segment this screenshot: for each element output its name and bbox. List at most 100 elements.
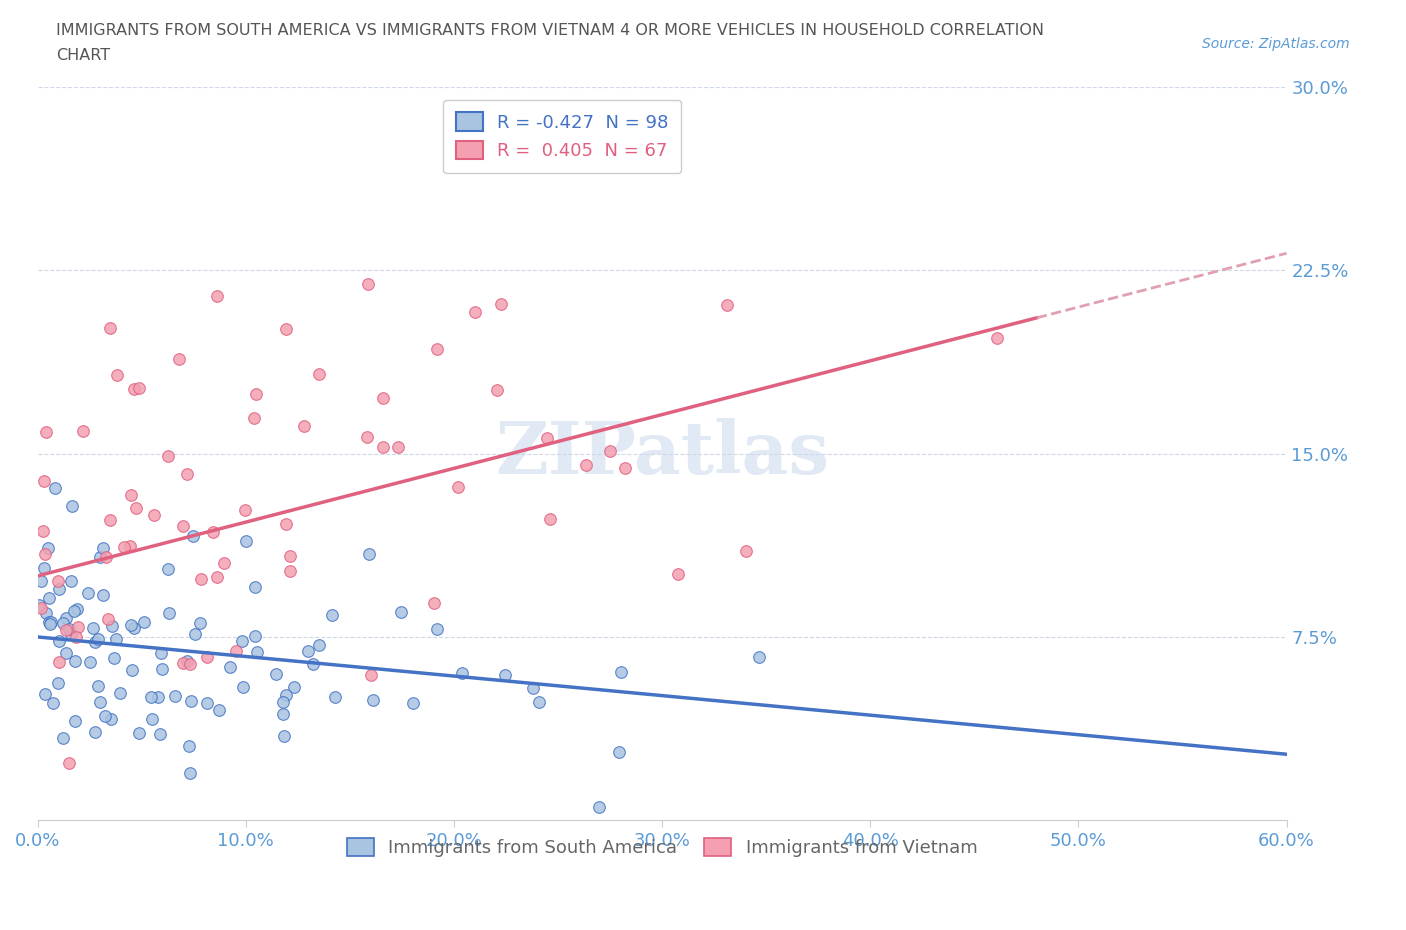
Point — [986, 331, 1008, 346]
Point — [42, 696, 65, 711]
Point — [112, 539, 135, 554]
Point — [734, 543, 756, 558]
Point — [235, 533, 257, 548]
Point — [39, 617, 62, 631]
Point — [128, 725, 150, 740]
Point — [179, 657, 201, 671]
Point — [143, 507, 166, 522]
Point — [34, 686, 56, 701]
Point — [447, 480, 470, 495]
Point — [63, 713, 86, 728]
Point — [30, 600, 52, 615]
Point — [207, 569, 229, 584]
Point — [276, 517, 298, 532]
Point — [373, 391, 395, 405]
Point — [60, 574, 83, 589]
Point — [48, 654, 70, 669]
Point — [207, 702, 229, 717]
Point — [98, 320, 121, 335]
Point — [180, 693, 202, 708]
Point — [132, 615, 155, 630]
Point — [52, 616, 75, 631]
Point — [105, 367, 128, 382]
Point — [402, 696, 425, 711]
Point — [65, 630, 87, 644]
Point — [451, 665, 474, 680]
Point — [34, 605, 56, 620]
Point — [96, 550, 118, 565]
Point — [321, 607, 343, 622]
Point — [163, 688, 186, 703]
Point — [607, 745, 630, 760]
Point — [63, 604, 86, 618]
Point — [184, 626, 207, 641]
Point — [486, 382, 509, 397]
Point — [205, 288, 228, 303]
Point — [82, 621, 104, 636]
Point — [91, 588, 114, 603]
Point — [489, 297, 512, 312]
Point — [232, 680, 254, 695]
Point — [55, 645, 77, 660]
Point — [243, 629, 266, 644]
Point — [60, 627, 83, 642]
Point — [264, 667, 287, 682]
Text: Source: ZipAtlas.com: Source: ZipAtlas.com — [1202, 37, 1350, 51]
Point — [63, 654, 86, 669]
Point — [195, 696, 218, 711]
Point — [89, 695, 111, 710]
Point — [716, 298, 738, 312]
Point — [246, 644, 269, 659]
Point — [748, 649, 770, 664]
Point — [276, 687, 298, 702]
Point — [32, 473, 55, 488]
Point — [527, 695, 550, 710]
Point — [72, 423, 94, 438]
Point — [38, 615, 60, 630]
Point — [301, 657, 323, 671]
Point — [218, 659, 240, 674]
Point — [188, 616, 211, 631]
Point — [323, 690, 346, 705]
Point — [37, 540, 59, 555]
Point — [540, 512, 562, 526]
Point — [494, 668, 516, 683]
Point — [39, 615, 62, 630]
Point — [190, 572, 212, 587]
Point — [176, 467, 198, 482]
Point — [389, 604, 412, 619]
Point — [666, 566, 689, 581]
Point — [599, 444, 621, 458]
Point — [225, 644, 247, 658]
Point — [76, 586, 98, 601]
Point — [34, 546, 56, 561]
Point — [32, 560, 55, 575]
Point — [159, 606, 181, 621]
Point — [242, 410, 264, 425]
Point — [387, 440, 409, 455]
Point — [149, 645, 172, 660]
Point — [104, 631, 127, 646]
Point — [55, 610, 77, 625]
Point — [357, 276, 380, 291]
Point — [231, 633, 253, 648]
Point — [360, 668, 382, 683]
Point — [172, 655, 194, 670]
Point — [308, 366, 330, 381]
Point — [361, 693, 384, 708]
Point — [212, 555, 235, 570]
Point — [30, 574, 52, 589]
Point — [588, 800, 610, 815]
Point — [58, 755, 80, 770]
Point — [120, 538, 142, 553]
Point — [273, 694, 295, 709]
Point — [176, 654, 198, 669]
Point — [150, 661, 173, 676]
Point — [67, 619, 90, 634]
Point — [179, 738, 201, 753]
Point — [423, 596, 446, 611]
Point — [66, 602, 89, 617]
Point — [128, 381, 150, 396]
Point — [575, 458, 598, 472]
Point — [149, 726, 172, 741]
